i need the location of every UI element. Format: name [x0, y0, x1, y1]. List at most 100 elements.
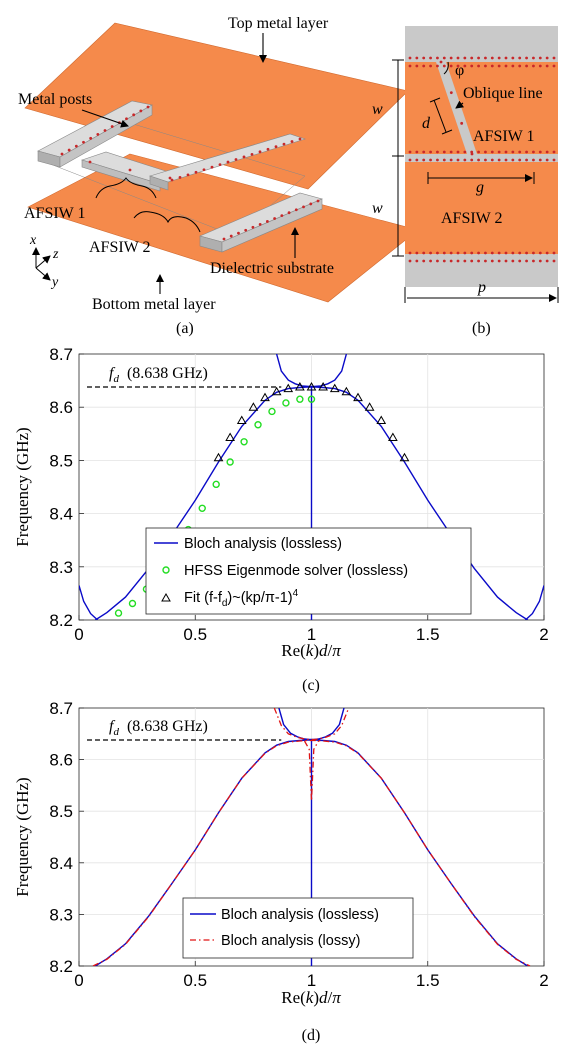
metal-post — [456, 64, 460, 68]
metal-post — [490, 251, 494, 255]
fit-data-point — [225, 432, 235, 442]
metal-post — [525, 259, 528, 263]
chart-c-ylabel: Frequency (GHz) — [13, 427, 32, 546]
x-tick-label: 0 — [74, 971, 83, 990]
hfss-data-point — [128, 599, 137, 608]
metal-post — [250, 152, 254, 156]
chart-c-ticks: 0 0.5 1 1.5 2 8.2 8.3 8.4 8.5 8.6 8.7 — [49, 345, 548, 644]
metal-post — [429, 251, 432, 255]
metal-posts-label: Metal posts — [18, 91, 92, 108]
afsiw1-brace — [95, 177, 157, 199]
fit-data-point — [341, 386, 352, 396]
metal-post — [484, 64, 487, 68]
fit-data-point — [364, 402, 375, 411]
series-0-side-branch — [524, 585, 544, 620]
chart-c-xlabel: Re(k)d/π — [281, 641, 341, 660]
series-0-side-branch — [79, 585, 99, 620]
metal-post — [484, 259, 487, 263]
metal-post — [525, 158, 528, 162]
panel-a-3d-structure: Top metal layer Metal posts AFSIW 1 AFSI… — [18, 15, 419, 337]
metal-post — [258, 150, 262, 154]
hfss-data-point — [307, 395, 316, 403]
metal-post — [128, 168, 132, 172]
metal-bar-afsiw2 — [199, 192, 323, 253]
metal-post — [463, 56, 467, 60]
fit-data-point — [260, 392, 270, 402]
metal-post — [60, 152, 64, 156]
metal-post — [511, 259, 515, 263]
fit-data-point — [388, 432, 398, 442]
metal-post — [442, 64, 446, 68]
metal-post — [408, 64, 412, 68]
legend-box — [182, 897, 414, 959]
hfss-data-point — [282, 399, 290, 407]
metal-post — [234, 158, 238, 161]
fit-data-point — [376, 415, 387, 424]
metal-post — [422, 251, 426, 255]
metal-post — [178, 176, 182, 179]
metal-post — [470, 152, 474, 156]
metal-post — [242, 155, 246, 159]
metal-post — [552, 158, 556, 162]
metal-post — [497, 64, 501, 68]
metal-post — [518, 150, 522, 154]
metal-post — [273, 217, 277, 220]
metal-post — [477, 251, 480, 255]
metal-post — [545, 259, 549, 263]
metal-post — [442, 56, 446, 60]
metal-post — [290, 140, 294, 143]
axis-y-label: y — [50, 275, 59, 290]
metal-post — [532, 64, 535, 68]
metal-post — [470, 158, 474, 162]
metal-post — [477, 158, 480, 162]
metal-post — [504, 158, 508, 162]
metal-post — [408, 251, 412, 255]
y-tick-label: 8.2 — [49, 957, 73, 976]
legend-label-lossy: Bloch analysis (lossy) — [221, 933, 360, 949]
metal-post — [408, 150, 412, 154]
dielectric-substrate-label: Dielectric substrate — [210, 260, 334, 277]
panel-b-top-view: w w φ Oblique line d AFSIW 1 AFSIW 2 g p… — [372, 26, 559, 337]
top-metal-layer-label: Top metal layer — [228, 15, 329, 32]
metal-post — [511, 150, 515, 154]
fit-data-point — [248, 402, 259, 411]
fit-data-point — [283, 383, 294, 393]
x-tick-label: 1.5 — [416, 971, 440, 990]
metal-post — [415, 150, 419, 154]
hfss-data-point — [268, 407, 276, 416]
metal-post — [460, 121, 464, 125]
metal-post — [226, 160, 230, 164]
y-tick-label: 8.2 — [49, 611, 73, 630]
metal-post — [477, 150, 480, 154]
metal-post — [146, 105, 150, 109]
metal-post — [436, 158, 439, 162]
fit-data-point — [213, 452, 224, 462]
metal-post — [258, 222, 262, 226]
metal-post — [456, 251, 460, 255]
x-tick-label: 0.5 — [183, 625, 207, 644]
hfss-data-point — [212, 480, 220, 489]
metal-post — [463, 259, 467, 263]
metal-post — [429, 150, 432, 154]
metal-post — [470, 259, 474, 263]
axis-x-label: x — [29, 233, 37, 248]
metal-post — [294, 208, 298, 212]
metal-post — [298, 137, 302, 141]
chart-d-xlabel: Re(k)d/π — [281, 988, 341, 1007]
metal-post — [470, 56, 474, 60]
metal-post — [266, 147, 270, 151]
metal-post — [532, 56, 535, 60]
metal-post — [429, 56, 432, 60]
y-tick-label: 8.5 — [49, 802, 73, 821]
metal-post — [504, 64, 508, 68]
metal-post — [518, 158, 522, 162]
top-metal-layer-plate — [24, 22, 409, 190]
fd-annotation-label: fd (8.638 GHz) — [109, 718, 208, 738]
metal-post — [470, 64, 474, 68]
x-tick-label: 2 — [539, 971, 548, 990]
series-0-upper-branch — [278, 708, 345, 741]
metal-post — [538, 251, 542, 255]
metal-post — [511, 64, 515, 68]
metal-post — [422, 259, 426, 263]
legend-label-hfss: HFSS Eigenmode solver (lossless) — [184, 563, 408, 579]
